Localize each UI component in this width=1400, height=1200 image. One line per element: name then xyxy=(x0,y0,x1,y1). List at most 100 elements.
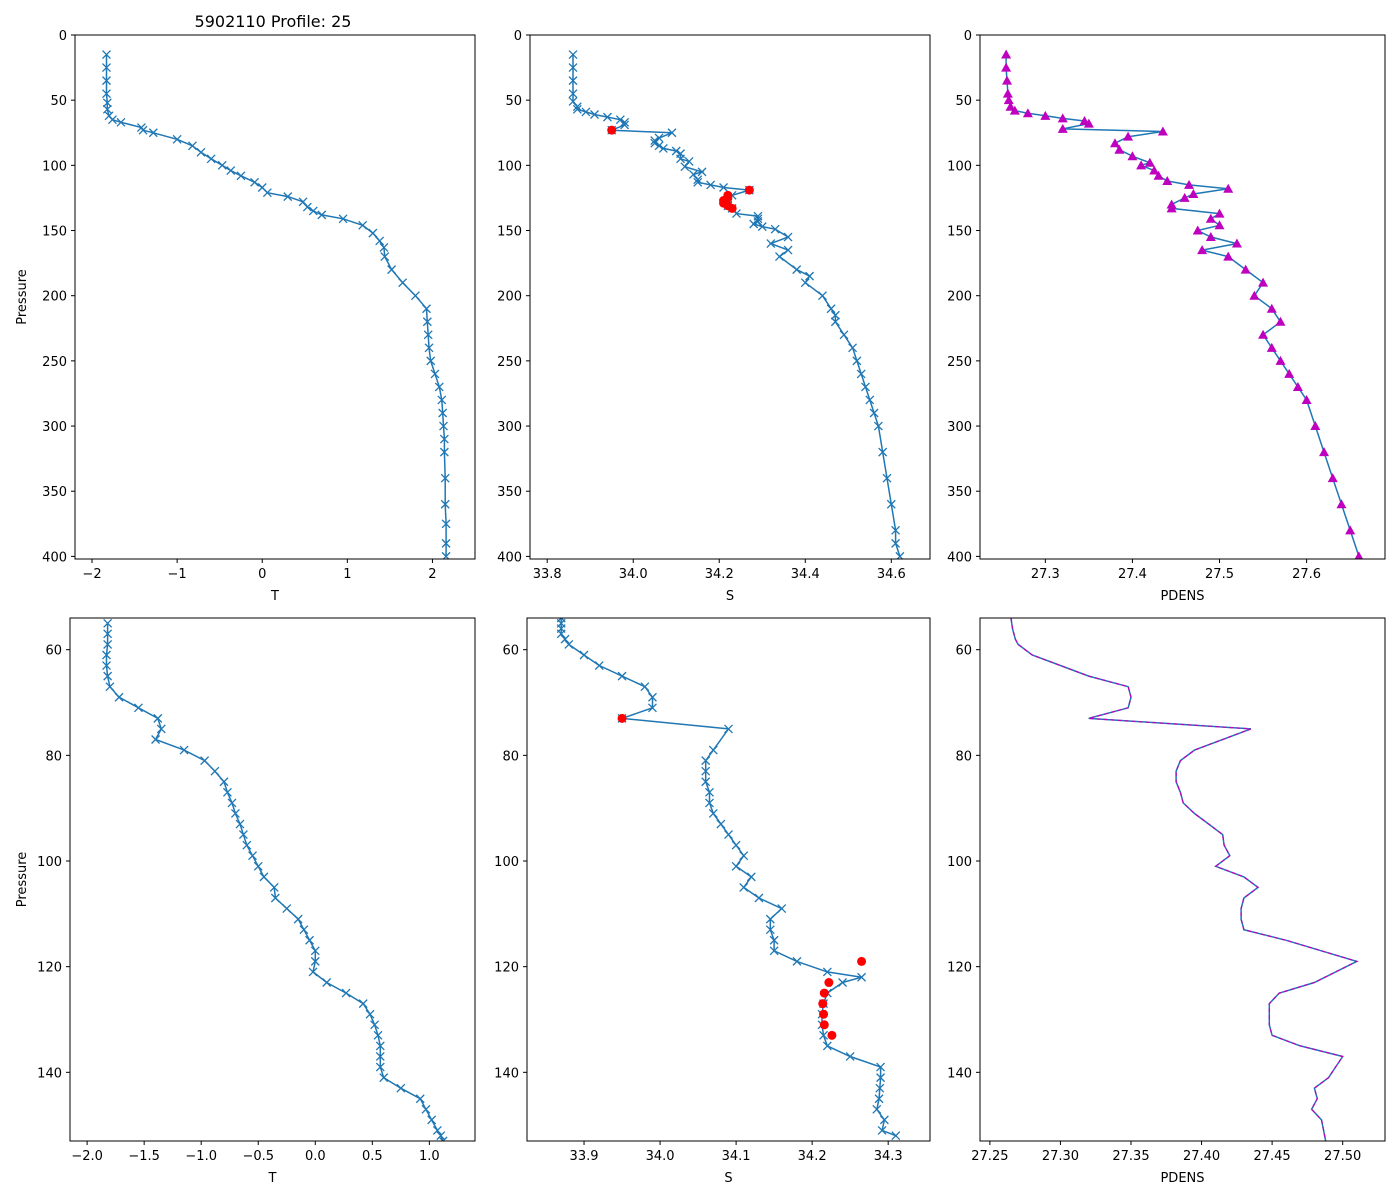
top-density-ytick-label-2: 100 xyxy=(947,159,972,174)
top-temperature-point-34 xyxy=(398,278,408,288)
bottom-salinity-point-22 xyxy=(724,830,733,840)
top-salinity-point-30 xyxy=(719,183,729,192)
top-density-point-42 xyxy=(1258,329,1269,339)
bottom-temperature-point-38 xyxy=(370,1020,380,1030)
top-density-point-25 xyxy=(1188,189,1199,199)
bottom-salinity-point-47 xyxy=(875,1083,885,1093)
bottom-density-ytick-label-0: 60 xyxy=(955,644,972,659)
bottom-density-xtick-label-4: 27.45 xyxy=(1253,1149,1290,1164)
bottom-density-dashed-line xyxy=(1010,618,1359,1141)
bottom-salinity-flag-6 xyxy=(819,1020,829,1030)
bottom-density-xtick-label-2: 27.35 xyxy=(1112,1149,1149,1164)
top-density-point-29 xyxy=(1214,208,1225,218)
top-salinity-point-50 xyxy=(805,271,815,281)
bottom-salinity-point-27 xyxy=(739,882,749,892)
top-salinity-ytick-label-2: 100 xyxy=(497,159,522,174)
bottom-salinity-point-33 xyxy=(769,946,779,956)
top-density-point-34 xyxy=(1231,238,1242,248)
top-temperature-xtick-label-1: −1 xyxy=(168,567,187,582)
top-temperature-point-38 xyxy=(423,330,433,340)
top-salinity-ytick-label-0: 0 xyxy=(514,29,522,44)
bottom-salinity-flag-3 xyxy=(819,988,829,998)
top-salinity-point-12 xyxy=(620,120,630,130)
bottom-temperature-point-22 xyxy=(248,851,257,861)
top-density-point-12 xyxy=(1057,123,1068,133)
top-density-series-0 xyxy=(1001,49,1364,559)
top-density-point-11 xyxy=(1083,118,1094,128)
bottom-temperature-ytick-label-2: 100 xyxy=(37,855,62,870)
top-salinity-xlabel: S xyxy=(726,589,734,604)
bottom-salinity-point-25 xyxy=(731,861,741,871)
top-density-ytick-label-0: 0 xyxy=(964,29,972,44)
bottom-temperature-point-32 xyxy=(310,956,320,966)
bottom-temperature-ytick-label-1: 80 xyxy=(45,749,62,764)
top-temperature-point-26 xyxy=(317,210,327,220)
top-density-ytick-label-3: 150 xyxy=(947,225,972,240)
top-salinity-point-25 xyxy=(697,167,707,177)
top-temperature-ytick-label-8: 400 xyxy=(42,550,67,565)
top-temperature-xtick-label-4: 2 xyxy=(428,567,436,582)
top-salinity-point-48 xyxy=(775,252,784,262)
top-density-point-6 xyxy=(1009,105,1020,115)
top-density-point-18 xyxy=(1144,157,1155,167)
bottom-density-ytick-label-1: 80 xyxy=(955,749,972,764)
top-temperature-point-29 xyxy=(368,228,378,238)
top-density-xtick-label-2: 27.5 xyxy=(1205,567,1234,582)
top-density-point-17 xyxy=(1127,151,1138,161)
top-temperature-point-49 xyxy=(440,499,450,509)
bottom-density-line xyxy=(1010,618,1359,1141)
top-salinity-point-58 xyxy=(852,356,862,366)
bottom-salinity-point-6 xyxy=(579,650,589,660)
top-temperature-point-40 xyxy=(426,356,436,366)
bottom-temperature-point-9 xyxy=(153,713,163,723)
top-salinity-ytick-label-8: 400 xyxy=(497,550,522,565)
bottom-temperature-point-17 xyxy=(227,798,237,808)
top-salinity-ytick-label-1: 50 xyxy=(505,94,522,109)
top-salinity-point-18 xyxy=(654,141,664,151)
bottom-temperature-point-0 xyxy=(103,618,113,628)
bottom-salinity-point-28 xyxy=(754,893,764,903)
top-salinity-ytick-label-5: 250 xyxy=(497,355,522,370)
bottom-salinity-point-44 xyxy=(845,1052,855,1061)
top-density-point-13 xyxy=(1157,126,1168,136)
bottom-salinity-series-0 xyxy=(556,618,901,1141)
bottom-temperature-point-11 xyxy=(151,735,161,744)
bottom-temperature-point-45 xyxy=(415,1094,425,1104)
bottom-salinity-point-15 xyxy=(701,756,711,766)
top-temperature-point-14 xyxy=(196,147,206,157)
top-salinity-point-27 xyxy=(693,175,703,185)
top-salinity-point-6 xyxy=(572,104,582,114)
bottom-salinity-point-49 xyxy=(872,1104,882,1114)
bottom-temperature-point-19 xyxy=(235,819,245,829)
top-temperature-frame xyxy=(74,34,476,560)
bottom-temperature-point-13 xyxy=(200,756,210,766)
top-salinity-point-5 xyxy=(572,102,582,112)
top-density-ytick-label-6: 300 xyxy=(947,420,972,435)
bottom-salinity-point-52 xyxy=(891,1131,901,1141)
bottom-density-panel: 27.25 27.30 27.35 27.40 27.45 27.50 60 80 100 120… xyxy=(947,617,1386,1186)
top-temperature-point-11 xyxy=(148,128,158,138)
bottom-salinity-ytick-label-4: 140 xyxy=(494,1066,519,1081)
top-salinity-series-1 xyxy=(607,125,754,213)
top-temperature-point-12 xyxy=(172,134,182,144)
top-temperature-point-32 xyxy=(380,252,390,262)
top-temperature-point-31 xyxy=(379,243,389,252)
bottom-density-ytick-label-4: 140 xyxy=(947,1066,972,1081)
bottom-temperature-series-0 xyxy=(102,618,448,1141)
bottom-salinity-flag-0 xyxy=(617,713,627,723)
top-density-point-51 xyxy=(1336,499,1347,509)
bottom-temperature-point-28 xyxy=(293,914,303,924)
bottom-temperature-ytick-label-4: 140 xyxy=(37,1066,62,1081)
top-density-point-41 xyxy=(1275,316,1286,326)
bottom-temperature-point-41 xyxy=(375,1052,385,1061)
bottom-temperature-xtick-label-3: −0.5 xyxy=(242,1149,274,1164)
top-density-point-48 xyxy=(1310,421,1321,431)
bottom-temperature-point-15 xyxy=(219,777,229,787)
top-temperature-point-42 xyxy=(434,382,444,392)
top-salinity-flag-1 xyxy=(744,185,754,195)
top-density-point-23 xyxy=(1184,179,1195,189)
bottom-salinity-point-35 xyxy=(822,967,832,977)
bottom-density-xtick-label-5: 27.50 xyxy=(1324,1149,1361,1164)
top-density-point-39 xyxy=(1249,290,1260,300)
top-density-ytick-label-7: 350 xyxy=(947,485,972,500)
